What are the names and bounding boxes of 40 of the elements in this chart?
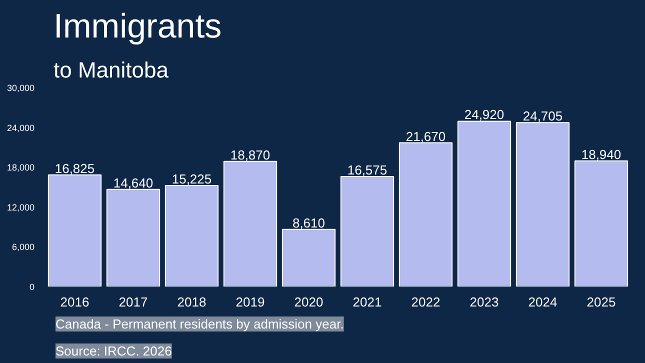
bar xyxy=(106,188,160,286)
data-label: 24,920 xyxy=(464,107,504,122)
x-tick-label: 2020 xyxy=(294,294,324,310)
data-label: 15,225 xyxy=(172,172,212,187)
chart-title: Immigrants xyxy=(54,8,222,46)
text: Canada - Permanent residents by admission year. xyxy=(56,316,344,332)
data-label: 18,870 xyxy=(230,147,270,162)
x-tick-label: 2018 xyxy=(177,294,206,310)
y-tick-label: 6,000 xyxy=(12,242,35,252)
x-tick-label: 2023 xyxy=(470,294,499,310)
bar xyxy=(282,228,336,286)
data-label: 8,610 xyxy=(292,215,326,230)
x-tick-label: 2021 xyxy=(352,294,382,310)
bar xyxy=(223,160,278,286)
data-label: 24,705 xyxy=(522,108,563,124)
x-tick-label: 2024 xyxy=(528,294,558,310)
bar xyxy=(516,122,570,286)
y-tick-label: 30,000 xyxy=(6,83,35,93)
source-note: Source: IRCC. 2026 xyxy=(56,344,172,358)
bar xyxy=(48,174,102,286)
data-label: 16,825 xyxy=(54,160,95,176)
x-tick-label: 2025 xyxy=(586,294,616,310)
x-tick-label: 2022 xyxy=(411,294,440,310)
data-label: 21,670 xyxy=(406,128,446,144)
data-label: 14,640 xyxy=(113,175,154,190)
bar xyxy=(574,160,628,286)
y-tick-label: 12,000 xyxy=(6,202,35,212)
x-tick-label: 2016 xyxy=(60,294,90,310)
y-tick-label: 0 xyxy=(29,282,35,292)
x-tick-label: 2017 xyxy=(118,294,148,310)
chart-subtitle: to Manitoba xyxy=(54,58,170,82)
bar xyxy=(164,185,219,286)
bar xyxy=(457,120,512,286)
y-tick-label: 18,000 xyxy=(6,162,35,173)
y-tick-label: 24,000 xyxy=(6,122,35,133)
x-tick-label: 2019 xyxy=(236,294,265,310)
data-label: 16,575 xyxy=(347,162,388,178)
data-label: 18,940 xyxy=(581,146,622,162)
bar xyxy=(398,142,453,286)
bar xyxy=(340,176,394,286)
